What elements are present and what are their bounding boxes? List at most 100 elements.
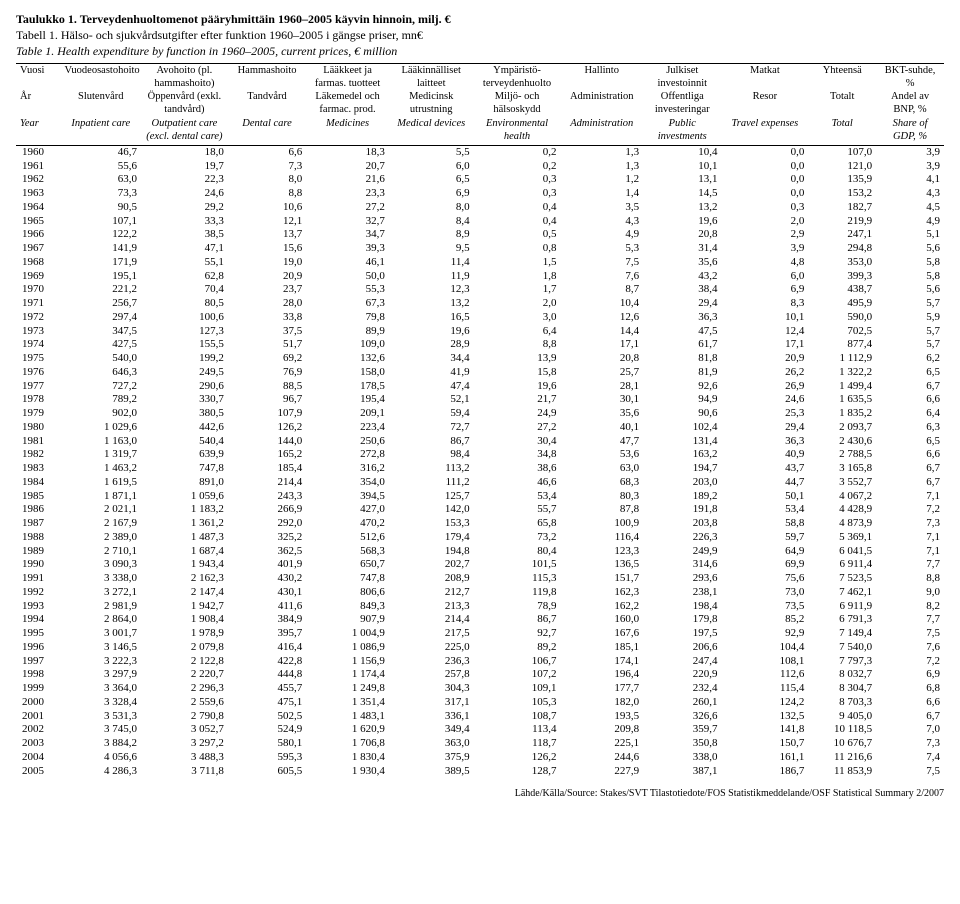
col-header: Totalt [808, 90, 876, 116]
value-cell: 5 369,1 [808, 531, 876, 545]
value-cell: 52,1 [389, 393, 474, 407]
table-row: 19953 001,71 978,9395,71 004,9217,592,71… [16, 627, 944, 641]
value-cell: 1 706,8 [306, 737, 389, 751]
value-cell: 4,1 [876, 173, 944, 187]
value-cell: 2 220,7 [141, 668, 228, 682]
value-cell: 354,0 [306, 476, 389, 490]
value-cell: 350,8 [643, 737, 721, 751]
value-cell: 1,4 [560, 187, 643, 201]
value-cell: 225,0 [389, 641, 474, 655]
value-cell: 4 873,9 [808, 517, 876, 531]
value-cell: 6 911,9 [808, 600, 876, 614]
value-cell: 3 272,1 [60, 586, 141, 600]
value-cell: 80,4 [474, 545, 561, 559]
value-cell: 2 430,6 [808, 435, 876, 449]
value-cell: 363,0 [389, 737, 474, 751]
value-cell: 30,4 [474, 435, 561, 449]
value-cell: 6,7 [876, 710, 944, 724]
value-cell: 595,3 [228, 751, 306, 765]
value-cell: 1 319,7 [60, 448, 141, 462]
value-cell: 12,6 [560, 311, 643, 325]
year-cell: 1968 [16, 256, 60, 270]
value-cell: 5,7 [876, 297, 944, 311]
value-cell: 2 788,5 [808, 448, 876, 462]
value-cell: 747,8 [141, 462, 228, 476]
value-cell: 4,3 [560, 215, 643, 229]
value-cell: 3 884,2 [60, 737, 141, 751]
table-row: 20013 531,32 790,8502,51 483,1336,1108,7… [16, 710, 944, 724]
value-cell: 590,0 [808, 311, 876, 325]
value-cell: 6 791,3 [808, 613, 876, 627]
value-cell: 6,6 [876, 448, 944, 462]
value-cell: 27,2 [474, 421, 561, 435]
value-cell: 2 296,3 [141, 682, 228, 696]
value-cell: 225,1 [560, 737, 643, 751]
value-cell: 34,8 [474, 448, 561, 462]
value-cell: 107,1 [60, 215, 141, 229]
value-cell: 109,0 [306, 338, 389, 352]
value-cell: 161,1 [721, 751, 808, 765]
value-cell: 0,4 [474, 201, 561, 215]
table-body: 196046,718,06,618,35,50,21,310,40,0107,0… [16, 145, 944, 778]
value-cell: 7 462,1 [808, 586, 876, 600]
col-header: Miljö- ochhälsoskydd [474, 90, 561, 116]
value-cell: 62,8 [141, 270, 228, 284]
value-cell: 29,2 [141, 201, 228, 215]
col-header: Matkat [721, 64, 808, 91]
value-cell: 2,0 [721, 215, 808, 229]
value-cell: 247,4 [643, 655, 721, 669]
value-cell: 384,9 [228, 613, 306, 627]
year-cell: 1986 [16, 503, 60, 517]
value-cell: 28,0 [228, 297, 306, 311]
value-cell: 8,0 [228, 173, 306, 187]
value-cell: 6,6 [876, 696, 944, 710]
value-cell: 7,2 [876, 503, 944, 517]
col-header: Öppenvård (exkl.tandvård) [141, 90, 228, 116]
table-row: 19811 163,0540,4144,0250,686,730,447,713… [16, 435, 944, 449]
table-row: 1976646,3249,576,9158,041,915,825,781,92… [16, 366, 944, 380]
value-cell: 58,8 [721, 517, 808, 531]
value-cell: 6,2 [876, 352, 944, 366]
value-cell: 162,3 [560, 586, 643, 600]
value-cell: 17,1 [721, 338, 808, 352]
year-cell: 1961 [16, 160, 60, 174]
year-cell: 1998 [16, 668, 60, 682]
value-cell: 2 389,0 [60, 531, 141, 545]
value-cell: 362,5 [228, 545, 306, 559]
table-row: 19932 981,91 942,7411,6849,3213,378,9162… [16, 600, 944, 614]
value-cell: 359,7 [643, 723, 721, 737]
value-cell: 136,5 [560, 558, 643, 572]
value-cell: 7,6 [876, 641, 944, 655]
value-cell: 132,5 [721, 710, 808, 724]
value-cell: 25,3 [721, 407, 808, 421]
value-cell: 3 297,9 [60, 668, 141, 682]
table-row: 196490,529,210,627,28,00,43,513,20,3182,… [16, 201, 944, 215]
value-cell: 111,2 [389, 476, 474, 490]
value-cell: 0,5 [474, 228, 561, 242]
value-cell: 8,3 [721, 297, 808, 311]
value-cell: 266,9 [228, 503, 306, 517]
value-cell: 2 079,8 [141, 641, 228, 655]
value-cell: 1 978,9 [141, 627, 228, 641]
value-cell: 304,3 [389, 682, 474, 696]
value-cell: 53,6 [560, 448, 643, 462]
value-cell: 109,1 [474, 682, 561, 696]
value-cell: 73,5 [721, 600, 808, 614]
value-cell: 6,9 [389, 187, 474, 201]
value-cell: 6,4 [876, 407, 944, 421]
value-cell: 6,4 [474, 325, 561, 339]
value-cell: 189,2 [643, 490, 721, 504]
value-cell: 126,2 [474, 751, 561, 765]
value-cell: 257,8 [389, 668, 474, 682]
value-cell: 14,4 [560, 325, 643, 339]
value-cell: 232,4 [643, 682, 721, 696]
year-cell: 1973 [16, 325, 60, 339]
value-cell: 41,9 [389, 366, 474, 380]
value-cell: 10 676,7 [808, 737, 876, 751]
value-cell: 24,6 [141, 187, 228, 201]
value-cell: 5,8 [876, 256, 944, 270]
value-cell: 244,6 [560, 751, 643, 765]
value-cell: 33,3 [141, 215, 228, 229]
value-cell: 125,7 [389, 490, 474, 504]
value-cell: 127,3 [141, 325, 228, 339]
